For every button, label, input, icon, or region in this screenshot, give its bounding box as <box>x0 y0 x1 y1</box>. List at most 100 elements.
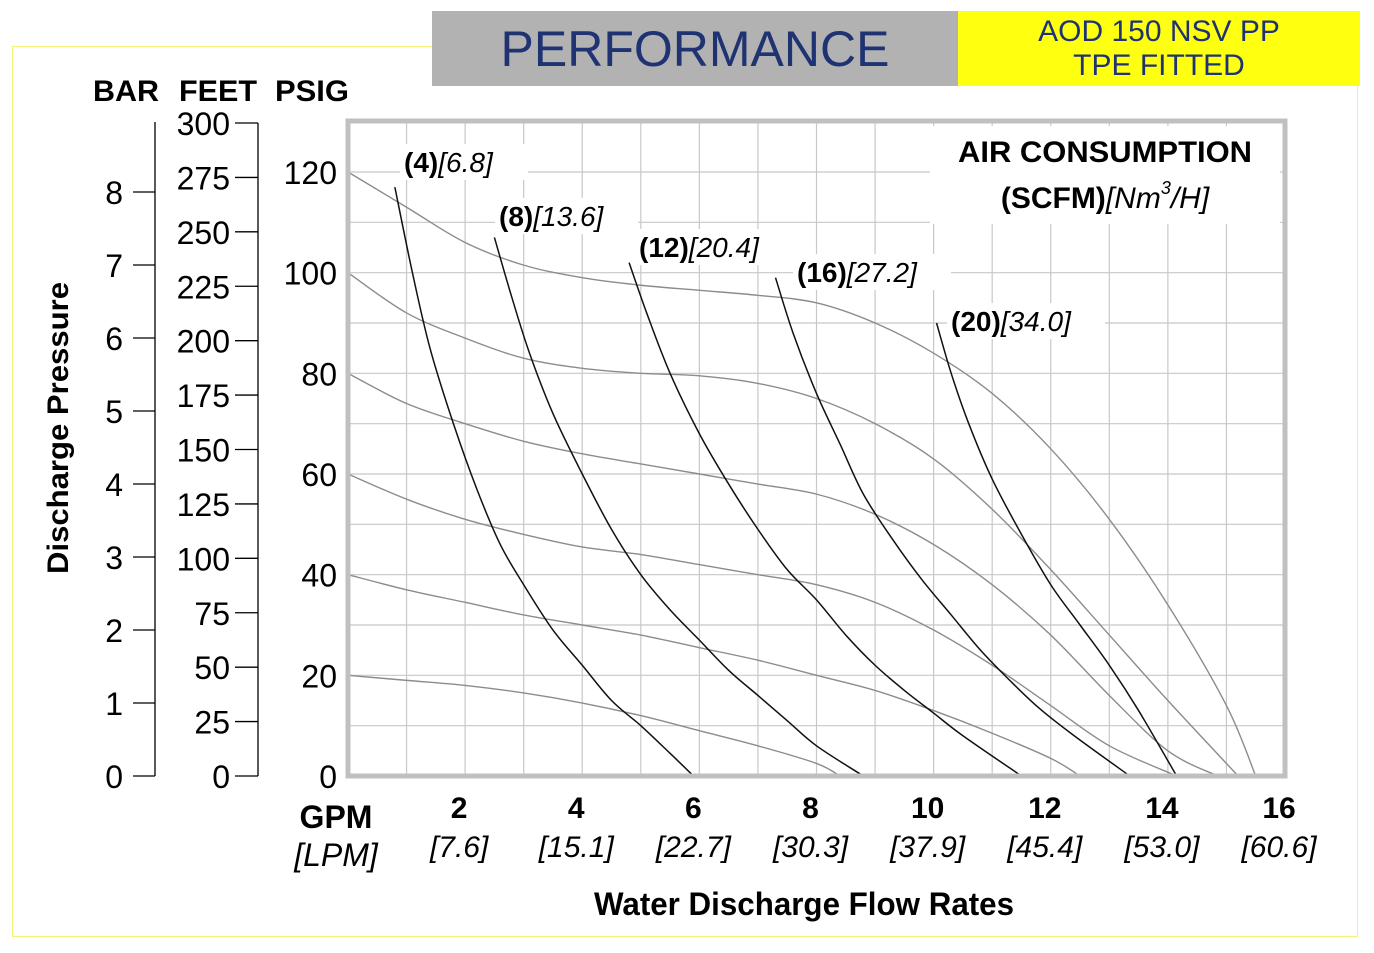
feet-tick-label: 25 <box>194 705 230 741</box>
legend-unit-superscript: 3 <box>1161 178 1171 198</box>
feet-tick-label: 150 <box>177 433 230 469</box>
pressure-curve-100 <box>347 272 1239 777</box>
x-tick-gpm: 16 <box>1262 792 1295 825</box>
air-curve-4-scfm <box>394 186 695 777</box>
bar-unit-header: BAR <box>93 75 159 108</box>
psig-tick-label: 0 <box>319 759 337 795</box>
legend-subtitle: (SCFM)[Nm3/H] <box>1001 178 1210 215</box>
x-tick-lpm: [22.7] <box>655 831 732 864</box>
feet-tick-label: 300 <box>177 106 230 142</box>
plot-border <box>345 118 1288 779</box>
curve-label-scfm: (4) <box>404 147 438 178</box>
psig-tick-label: 60 <box>301 457 337 493</box>
x-tick-gpm: 12 <box>1028 792 1061 825</box>
x-tick-gpm: 4 <box>568 792 585 825</box>
curve-label-bg <box>400 144 528 180</box>
model-badge: AOD 150 NSV PP TPE FITTED <box>958 11 1360 86</box>
curve-label-nm3h: [27.2] <box>846 257 918 288</box>
curve-label-nm3h: [6.8] <box>437 147 494 178</box>
curve-label-bg <box>793 254 951 290</box>
model-fitting: TPE FITTED <box>1073 48 1245 82</box>
x-tick-gpm: 14 <box>1145 792 1179 825</box>
pressure-curve-40 <box>347 573 1081 777</box>
x-tick-lpm: [15.1] <box>538 831 615 864</box>
x-tick-lpm: [7.6] <box>429 831 489 864</box>
feet-tick-label: 75 <box>194 596 230 632</box>
bar-tick-label: 6 <box>105 321 123 357</box>
feet-tick-label: 100 <box>177 541 230 577</box>
feet-tick-label: 175 <box>177 378 230 414</box>
psig-tick-label: 120 <box>284 155 337 191</box>
air-curve-16-scfm <box>774 277 1131 777</box>
title-banner: PERFORMANCE <box>432 11 958 86</box>
curve-label-scfm: (20) <box>951 306 1001 337</box>
curve-label-8-scfm: (8)[13.6] <box>499 201 605 232</box>
bar-tick-label: 7 <box>105 248 123 284</box>
curve-label-scfm: (16) <box>797 257 847 288</box>
x-tick-gpm: 6 <box>685 792 702 825</box>
x-unit-gpm: GPM <box>300 799 373 835</box>
pressure-curves <box>347 171 1257 777</box>
x-tick-lpm: [37.9] <box>889 831 966 864</box>
legend-unit-nm3h-b: /H] <box>1169 182 1210 215</box>
curve-label-16-scfm: (16)[27.2] <box>797 257 918 288</box>
y-axis-title: Discharge Pressure <box>42 282 75 574</box>
feet-axis: 0 25 50 75 100 125 150 175 200 225 250 275 300 <box>177 106 259 795</box>
pressure-curve-120 <box>347 171 1257 777</box>
x-axis-title: Water Discharge Flow Rates <box>594 886 1014 922</box>
x-tick-lpm: [53.0] <box>1123 831 1200 864</box>
x-tick-gpm: 2 <box>451 792 468 825</box>
curve-label-nm3h: [34.0] <box>1000 306 1072 337</box>
legend-unit-nm3h-a: [Nm <box>1105 182 1161 215</box>
x-tick-gpm: 10 <box>911 792 944 825</box>
curve-label-bg <box>495 198 638 234</box>
psig-tick-label: 80 <box>301 356 337 392</box>
bar-axis: 0 1 2 3 4 5 6 7 8 <box>105 122 156 795</box>
x-tick-lpm: [60.6] <box>1240 831 1317 864</box>
bar-tick-label: 1 <box>105 686 123 722</box>
pressure-curve-60 <box>347 473 1177 777</box>
x-axis: 2 [7.6] 4 [15.1] 6 [22.7] 8 [30.3] 10 [37.9] 12 [45… <box>429 792 1317 864</box>
air-consumption-curves <box>394 186 1178 777</box>
bar-tick-label: 5 <box>105 394 123 430</box>
curve-label-nm3h: [13.6] <box>532 201 604 232</box>
bar-tick-label: 0 <box>105 759 123 795</box>
psig-tick-label: 20 <box>301 658 337 694</box>
feet-tick-label: 125 <box>177 487 230 523</box>
bar-tick-label: 3 <box>105 540 123 576</box>
psig-unit-header: PSIG <box>275 75 349 108</box>
x-tick-gpm: 8 <box>802 792 819 825</box>
x-tick-lpm: [45.4] <box>1006 831 1083 864</box>
pressure-curve-20 <box>347 674 841 777</box>
curve-label-20-scfm: (20)[34.0] <box>951 306 1072 337</box>
legend-title-bg <box>930 126 1280 224</box>
bar-tick-label: 8 <box>105 175 123 211</box>
feet-tick-label: 225 <box>177 269 230 305</box>
psig-axis: 0 20 40 60 80 100 120 <box>284 155 337 795</box>
feet-tick-label: 275 <box>177 160 230 196</box>
feet-unit-header: FEET <box>179 75 257 108</box>
curve-labels: (4)[6.8](8)[13.6] (12)[20.4] (16)[27.2] (20… <box>400 144 1105 339</box>
curve-label-4-scfm: (4)[6.8] <box>404 147 494 178</box>
curve-label-scfm: (12) <box>639 232 689 263</box>
curve-label-bg <box>635 229 793 265</box>
model-name: AOD 150 NSV PP <box>1038 14 1280 48</box>
feet-tick-label: 0 <box>212 759 230 795</box>
psig-tick-label: 40 <box>301 558 337 594</box>
page-title: PERFORMANCE <box>500 20 890 77</box>
curve-label-scfm: (8) <box>499 201 533 232</box>
air-curve-8-scfm <box>493 237 864 777</box>
pressure-curve-80 <box>347 372 1218 777</box>
curve-label-12-scfm: (12)[20.4] <box>639 232 760 263</box>
psig-tick-label: 100 <box>284 256 337 292</box>
legend-unit-scfm: (SCFM) <box>1001 182 1106 215</box>
bar-tick-label: 4 <box>105 467 123 503</box>
feet-tick-label: 250 <box>177 215 230 251</box>
feet-tick-label: 200 <box>177 324 230 360</box>
x-tick-lpm: [30.3] <box>772 831 849 864</box>
x-unit-lpm: [LPM] <box>293 837 379 873</box>
bar-tick-label: 2 <box>105 613 123 649</box>
feet-tick-label: 50 <box>194 650 230 686</box>
curve-label-bg <box>947 303 1105 339</box>
